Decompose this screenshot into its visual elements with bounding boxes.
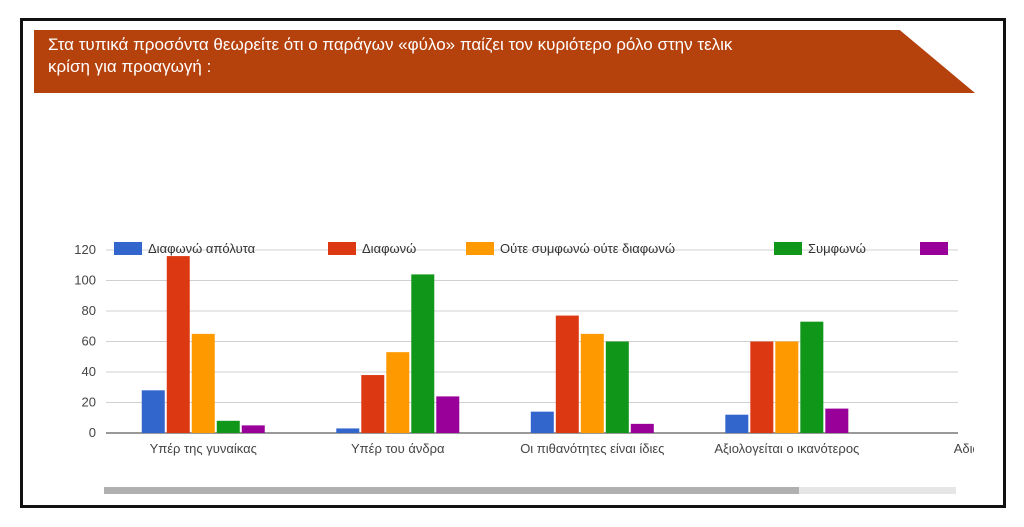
bar xyxy=(361,375,385,433)
y-tick-label: 80 xyxy=(82,303,96,318)
legend-label: Διαφωνώ απόλυτα xyxy=(148,241,256,256)
bar xyxy=(825,408,849,433)
horizontal-scrollbar[interactable] xyxy=(104,487,956,494)
question-line-2: κρίση για προαγωγή : xyxy=(48,57,212,76)
bar xyxy=(605,341,629,433)
legend-label: Διαφωνώ xyxy=(362,241,416,256)
legend-swatch xyxy=(328,242,356,255)
legend-swatch xyxy=(774,242,802,255)
bar xyxy=(166,256,190,433)
y-tick-label: 0 xyxy=(89,425,96,440)
x-tick-label: Αδιαφέρο xyxy=(954,441,974,456)
legend-label: Ούτε συμφωνώ ούτε διαφωνώ xyxy=(500,241,675,256)
bar xyxy=(436,396,460,433)
bar xyxy=(386,352,410,433)
bar-chart: 0 20 40 60 80 100 120 Διαφωνώ απόλυτα Διαφωνώ Ούτ… xyxy=(44,228,974,498)
bar xyxy=(191,333,215,433)
bar xyxy=(580,333,604,433)
y-tick-label: 100 xyxy=(74,273,96,288)
y-tick-label: 60 xyxy=(82,334,96,349)
y-tick-label: 40 xyxy=(82,364,96,379)
bar xyxy=(800,321,824,433)
bar xyxy=(555,315,579,433)
bar xyxy=(750,341,774,433)
bar xyxy=(775,341,799,433)
question-line-1: Στα τυπικά προσόντα θεωρείτε ότι ο παράγ… xyxy=(48,35,733,54)
bar xyxy=(725,414,749,433)
bar xyxy=(411,274,435,433)
x-tick-label: Υπέρ του άνδρα xyxy=(351,441,445,456)
x-tick-label: Υπέρ της γυναίκας xyxy=(150,441,257,456)
question-banner: Στα τυπικά προσόντα θεωρείτε ότι ο παράγ… xyxy=(34,30,975,93)
legend-swatch xyxy=(466,242,494,255)
legend-label: Συμφωνώ xyxy=(808,241,866,256)
legend-swatch xyxy=(114,242,142,255)
x-tick-label: Οι πιθανότητες είναι ίδιες xyxy=(520,441,664,456)
scrollbar-thumb[interactable] xyxy=(104,487,799,494)
bar xyxy=(630,423,654,433)
bar xyxy=(241,425,265,433)
x-tick-label: Αξιολογείται ο ικανότερος xyxy=(714,441,859,456)
legend-swatch xyxy=(920,242,948,255)
bar xyxy=(336,428,360,433)
y-tick-label: 120 xyxy=(74,242,96,257)
bar xyxy=(216,420,240,433)
bar xyxy=(530,411,554,433)
chart-svg: 0 20 40 60 80 100 120 Διαφωνώ απόλυτα Διαφωνώ Ούτ… xyxy=(74,241,974,456)
bar xyxy=(141,390,165,433)
y-tick-label: 20 xyxy=(82,395,96,410)
